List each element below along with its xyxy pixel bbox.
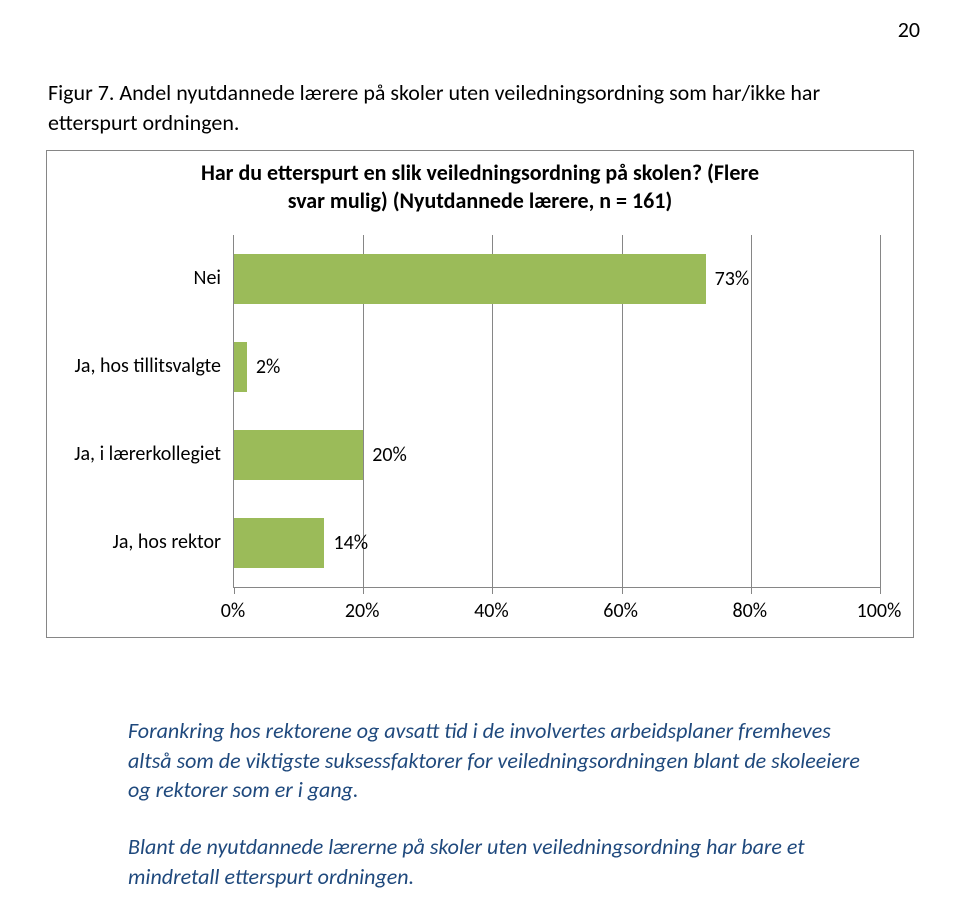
bar: [234, 518, 324, 568]
x-tick-label: 60%: [603, 599, 638, 623]
body-paragraph-1: Forankring hos rektorene og avsatt tid i…: [128, 716, 860, 805]
category-label: Nei: [51, 267, 221, 290]
category-label: Ja, i lærerkollegiet: [51, 443, 221, 466]
x-tick: [363, 587, 364, 594]
x-tick-label: 40%: [474, 599, 509, 623]
x-tick: [751, 587, 752, 594]
chart-title-line2: svar mulig) (Nyutdannede lærere, n = 161…: [288, 187, 673, 214]
category-label: Ja, hos tillitsvalgte: [51, 355, 221, 378]
bar-value-label: 14%: [333, 531, 368, 555]
body-paragraph-2: Blant de nyutdannede lærerne på skoler u…: [128, 832, 860, 891]
figure-caption: Figur 7. Andel nyutdannede lærere på sko…: [48, 78, 900, 137]
x-tick-label: 100%: [857, 599, 902, 623]
gridline: [751, 235, 752, 587]
bar: [234, 254, 706, 304]
x-tick-label: 20%: [345, 599, 380, 623]
bar: [234, 342, 247, 392]
chart-container: Har du etterspurt en slik veiledningsord…: [46, 150, 914, 638]
x-tick-label: 0%: [221, 599, 245, 623]
x-tick: [622, 587, 623, 594]
category-label: Ja, hos rektor: [51, 531, 221, 554]
chart-title-line1: Har du etterspurt en slik veiledningsord…: [201, 159, 759, 186]
page-number: 20: [898, 16, 920, 43]
gridline: [880, 235, 881, 587]
bar-value-label: 20%: [372, 443, 407, 467]
x-tick-label: 80%: [733, 599, 768, 623]
bar: [234, 430, 363, 480]
x-tick: [492, 587, 493, 594]
x-tick: [234, 587, 235, 594]
chart-title: Har du etterspurt en slik veiledningsord…: [47, 159, 913, 214]
plot-area: [233, 235, 880, 588]
x-tick: [880, 587, 881, 594]
bar-value-label: 2%: [256, 355, 280, 379]
bar-value-label: 73%: [715, 267, 750, 291]
